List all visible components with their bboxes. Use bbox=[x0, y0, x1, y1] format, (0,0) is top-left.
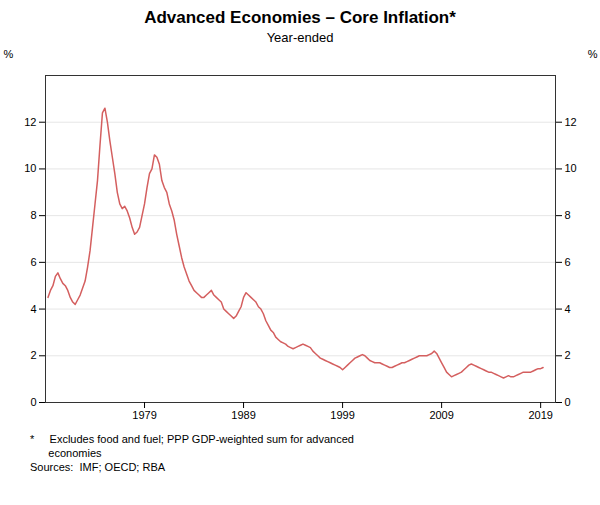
svg-text:6: 6 bbox=[30, 256, 36, 268]
html-text:Sources: IMF; OECD; RBA: Sources: IMF; OECD; RBA bbox=[30, 461, 166, 473]
svg-text:2: 2 bbox=[30, 349, 36, 361]
svg-text:2009: 2009 bbox=[429, 409, 453, 421]
svg-text:6: 6 bbox=[565, 256, 571, 268]
svg-text:0: 0 bbox=[30, 396, 36, 408]
svg-text:2019: 2019 bbox=[528, 409, 552, 421]
svg-text:12: 12 bbox=[565, 116, 577, 128]
svg-text:4: 4 bbox=[565, 303, 571, 315]
svg-text:%: % bbox=[4, 48, 14, 60]
svg-text:8: 8 bbox=[30, 209, 36, 221]
svg-text:1999: 1999 bbox=[330, 409, 354, 421]
svg-text:%: % bbox=[588, 48, 598, 60]
svg-text:2: 2 bbox=[565, 349, 571, 361]
svg-text:0: 0 bbox=[565, 396, 571, 408]
svg-text:1979: 1979 bbox=[132, 409, 156, 421]
svg-text:10: 10 bbox=[24, 162, 36, 174]
html-text:Year-ended: Year-ended bbox=[266, 30, 334, 45]
svg-text:8: 8 bbox=[565, 209, 571, 221]
svg-text:4: 4 bbox=[30, 303, 36, 315]
svg-text:1989: 1989 bbox=[231, 409, 255, 421]
html-text:* Excludes food and fuel; PPP: * Excludes food and fuel; PPP GDP-weight… bbox=[30, 433, 354, 445]
svg-text:10: 10 bbox=[565, 162, 577, 174]
html-text:Advanced Economies – Core Infl: Advanced Economies – Core Inflation* bbox=[144, 8, 456, 27]
html-text:economies: economies bbox=[30, 447, 102, 459]
svg-text:12: 12 bbox=[24, 116, 36, 128]
